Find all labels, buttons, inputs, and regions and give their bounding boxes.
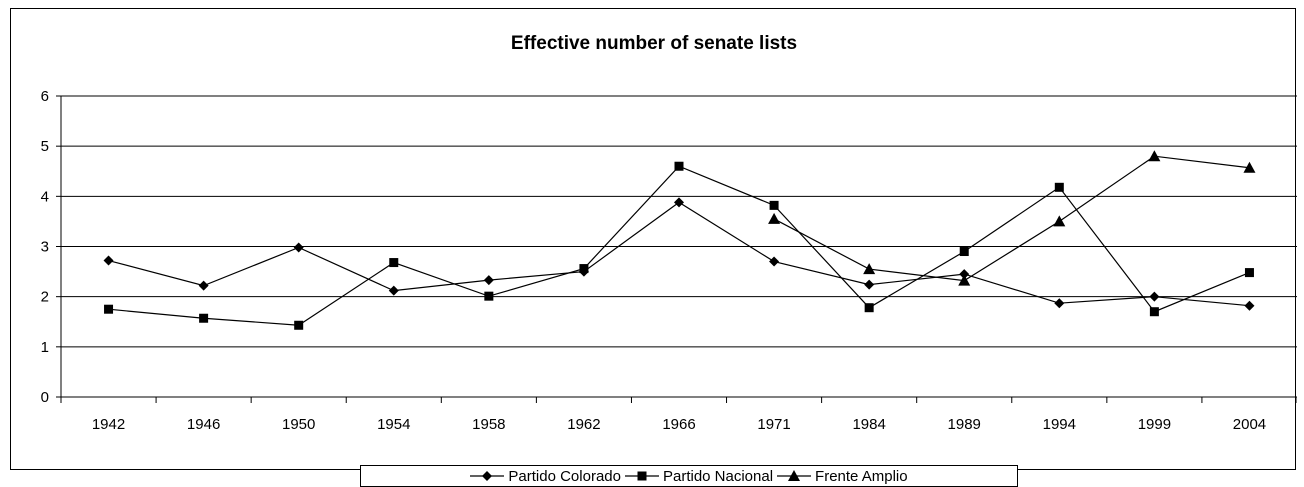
y-tick-label: 2 [41, 289, 49, 306]
data-point-square [389, 258, 399, 268]
legend-item: Frente Amplio [777, 468, 908, 485]
data-point-triangle [1053, 215, 1066, 227]
y-tick-label: 3 [41, 239, 49, 256]
data-point-square [1054, 182, 1064, 192]
data-point-diamond [483, 275, 494, 286]
x-tick-label: 1989 [948, 416, 981, 433]
legend: Partido Colorado Partido Nacional Frente A… [360, 465, 1018, 487]
legend-item: Partido Nacional [624, 467, 774, 485]
data-point-diamond [1149, 291, 1160, 302]
x-tick-label: 1984 [852, 416, 885, 433]
data-point-square [484, 291, 494, 301]
legend-marker-diamond [482, 471, 493, 481]
data-point-triangle [1148, 150, 1161, 162]
data-point-triangle [958, 274, 971, 286]
data-point-diamond [1244, 300, 1255, 311]
data-point-square [104, 304, 114, 314]
y-tick-label: 0 [41, 389, 49, 406]
legend-label: Partido Nacional [662, 467, 774, 485]
legend-swatch-diamond [470, 471, 505, 481]
y-tick-label: 6 [41, 88, 49, 105]
x-tick-label: 1966 [662, 416, 695, 433]
data-point-square [294, 320, 304, 330]
data-point-square [1244, 268, 1254, 278]
line-chart: Effective number of senate lists 0 1 2 3 4 5 6… [41, 33, 1297, 433]
data-point-diamond [103, 255, 114, 266]
data-point-diamond [1054, 298, 1065, 309]
legend-item: Partido Colorado [470, 468, 621, 485]
y-tick-label: 4 [41, 188, 49, 205]
y-tick-label: 1 [41, 339, 49, 356]
data-point-diamond [674, 197, 684, 208]
data-point-diamond [959, 269, 970, 280]
legend-label: Frente Amplio [815, 467, 908, 485]
series-frente-amplio [768, 150, 1256, 286]
x-tick-label: 1971 [757, 416, 790, 433]
data-point-diamond [388, 285, 399, 296]
legend-marker-triangle [788, 470, 801, 481]
x-tick-label: 1954 [377, 416, 410, 433]
legend-swatch-triangle [777, 470, 812, 481]
data-point-triangle [863, 263, 876, 275]
x-tick-label: 2004 [1233, 416, 1266, 433]
data-point-diamond [198, 280, 209, 291]
data-point-square [769, 200, 779, 210]
data-point-triangle [768, 212, 781, 224]
series-line [773, 155, 1250, 282]
legend-swatch-square [624, 471, 659, 481]
data-point-square [579, 264, 589, 274]
chart-frame: Effective number of senate lists 0 1 2 3 4 5 6… [10, 8, 1297, 487]
legend-marker-square [637, 471, 647, 481]
x-tick-label: 1942 [92, 416, 125, 433]
chart-title: Effective number of senate lists [511, 33, 797, 54]
data-point-square [864, 303, 874, 313]
series-partido-colorado [103, 197, 1255, 311]
x-tick-label: 1962 [567, 416, 600, 433]
x-tick-label: 1950 [282, 416, 315, 433]
data-point-diamond [864, 279, 875, 290]
data-point-diamond [293, 242, 304, 253]
data-point-square [1149, 307, 1159, 317]
x-tick-label: 1958 [472, 416, 505, 433]
data-point-diamond [769, 256, 780, 267]
data-point-square [674, 161, 684, 171]
y-tick-label: 5 [41, 138, 49, 155]
x-tick-label: 1999 [1138, 416, 1171, 433]
series-partido-nacional [104, 161, 1254, 330]
data-point-triangle [1243, 161, 1256, 173]
x-tick-label: 1946 [187, 416, 220, 433]
legend-label: Partido Colorado [508, 467, 621, 485]
series-line [108, 201, 1250, 307]
x-tick-label: 1994 [1043, 416, 1076, 433]
data-point-square [199, 313, 209, 323]
data-point-square [959, 247, 969, 257]
